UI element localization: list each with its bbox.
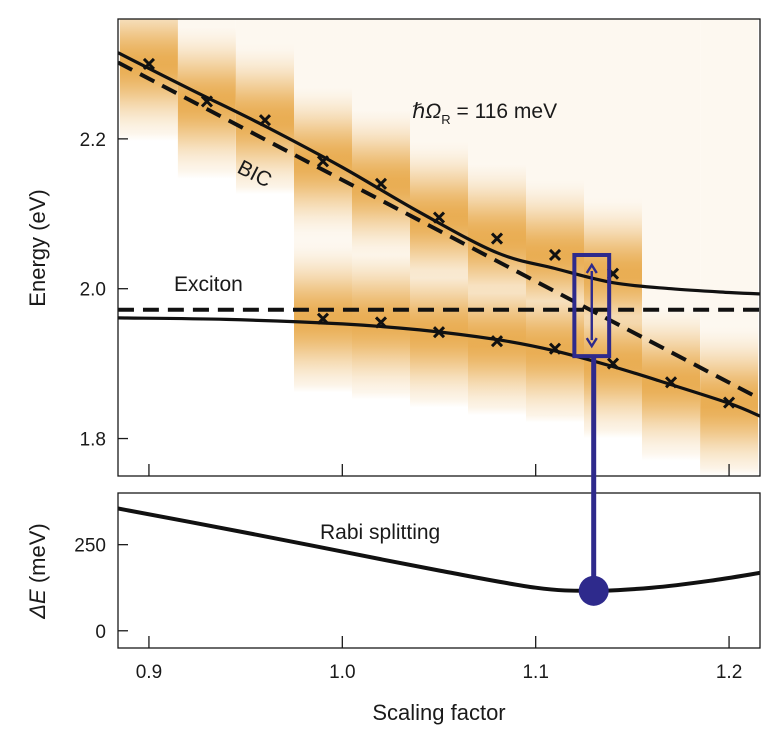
data-point-marker <box>200 95 214 108</box>
data-point-marker <box>316 312 330 325</box>
heatmap-column <box>468 19 526 476</box>
marker-stroke <box>316 155 330 168</box>
y-tick-label: 1.8 <box>80 430 106 451</box>
series-line-bic <box>118 60 760 401</box>
top-axes: 1.8 2.0 2.2 <box>80 130 730 476</box>
rabi-arrow-head-down <box>585 337 598 349</box>
x-tick-label: 0.9 <box>136 662 162 683</box>
x-axis-title: Scaling factor <box>372 700 505 725</box>
heatmap-column <box>352 19 410 476</box>
data-point-marker <box>548 248 562 262</box>
rabi-connector <box>578 356 609 606</box>
x-tick-label: 1.0 <box>329 662 355 683</box>
marker-stroke <box>432 211 446 224</box>
rabi-minimum-marker <box>578 575 609 606</box>
marker-stroke <box>258 114 272 127</box>
marker-stroke <box>374 316 388 329</box>
marker-stroke <box>548 248 562 262</box>
data-point-marker <box>316 155 330 168</box>
marker-stroke <box>200 95 214 108</box>
bottom-plot-frame <box>117 492 761 649</box>
series-line-rabi-splitting <box>118 506 760 593</box>
marker-stroke <box>722 396 736 409</box>
data-point-marker <box>432 211 446 224</box>
y-tick-label: 2.0 <box>80 280 106 301</box>
marker-stroke <box>316 312 330 325</box>
data-point-marker <box>664 376 678 389</box>
rabi-arrow-head-up <box>585 262 598 274</box>
data-point-marker <box>374 177 388 190</box>
marker-stroke <box>374 177 388 190</box>
top-y-axis-title: Energy (eV) <box>25 189 50 306</box>
heatmap-column <box>526 19 584 476</box>
heatmap-column <box>119 19 178 476</box>
data-point-marker <box>490 335 504 348</box>
marker-stroke <box>606 357 620 370</box>
marker-stroke <box>664 376 678 389</box>
top-plot-frame <box>117 18 761 477</box>
y-tick-label: 2.2 <box>80 130 106 151</box>
top-series-lines <box>118 51 760 418</box>
marker-stroke <box>432 326 446 339</box>
marker-stroke <box>490 335 504 348</box>
data-point-marker <box>548 342 562 355</box>
bottom-axes: 0 250 0.9 1.0 1.1 1.2 <box>74 536 742 683</box>
x-tick-label: 1.1 <box>522 662 548 683</box>
heatmap-column <box>642 19 700 476</box>
heatmap-column <box>700 19 759 476</box>
bottom-series-lines <box>118 506 760 593</box>
heatmap-column <box>410 19 468 476</box>
marker-stroke <box>548 342 562 355</box>
y-tick-label: 250 <box>74 536 106 557</box>
data-point-marker <box>490 232 504 245</box>
marker-stroke <box>490 232 504 245</box>
series-line-upper-polariton <box>118 51 760 296</box>
heatmap-column <box>177 19 236 476</box>
heatmap-column <box>236 19 294 476</box>
exciton-label: Exciton <box>174 273 243 296</box>
heatmap-column <box>294 19 352 476</box>
y-tick-label: 0 <box>95 622 106 643</box>
data-point-marker <box>258 114 272 127</box>
data-point-marker <box>142 57 156 71</box>
data-point-marker <box>722 396 736 409</box>
data-point-marker <box>606 357 620 370</box>
data-point-marker <box>432 326 446 339</box>
bottom-y-axis-title: ΔE (meV) <box>25 523 50 619</box>
marker-stroke <box>142 57 156 71</box>
rabi-value-annotation: ℏΩR = 116 meV <box>412 100 557 127</box>
rabi-splitting-label: Rabi splitting <box>320 521 440 544</box>
x-tick-label: 1.2 <box>716 662 742 683</box>
data-point-marker <box>374 316 388 329</box>
top-heatmap <box>119 19 759 476</box>
